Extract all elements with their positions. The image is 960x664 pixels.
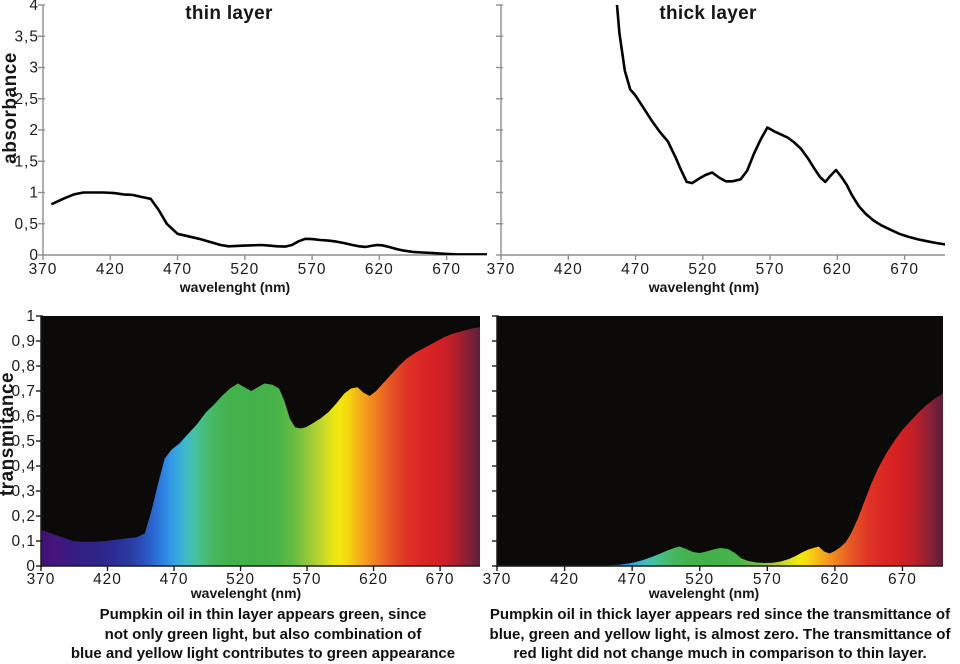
thick-layer-title: thick layer	[659, 3, 757, 24]
y-tick-label: 0,8	[11, 358, 36, 375]
caption-line: not only green light, but also combinati…	[104, 625, 422, 643]
y-tick-label: 2,5	[14, 91, 39, 108]
x-tick-label: 570	[293, 571, 322, 588]
transmittance-thick-plot: 370 420 470 520 570 620 670	[483, 315, 943, 588]
x-tick-label: 670	[432, 261, 461, 278]
x-tick-label: 570	[756, 261, 785, 278]
y-tick-label: 0,9	[11, 333, 36, 350]
x-tick-label: 670	[890, 261, 919, 278]
x-tick-label: 670	[888, 571, 917, 588]
y-tick-label: 0,6	[11, 408, 36, 425]
x-tick-label: 420	[550, 571, 579, 588]
thick-layer-caption: Pumpkin oil in thick layer appears red s…	[481, 605, 959, 664]
axis-lines	[500, 5, 945, 256]
caption-line: Pumpkin oil in thin layer appears green,…	[99, 606, 427, 623]
caption-line: red light did not change much in compari…	[513, 645, 927, 662]
y-tick-label: 4	[29, 0, 39, 14]
y-tick-label: 3	[29, 60, 39, 77]
spectrum-area	[497, 393, 943, 566]
x-tick-label: 670	[426, 571, 455, 588]
absorbance-thick-plot: 370 420 470 520 570 620 670	[487, 4, 945, 278]
x-axis-label-tr-thick: wavelenght (nm)	[648, 585, 760, 601]
x-tick-label: 620	[823, 261, 852, 278]
y-tick-label: 0,5	[14, 216, 39, 233]
x-tick-label: 470	[163, 261, 192, 278]
y-tick-label: 1	[29, 185, 39, 202]
x-axis-label-abs-thick: wavelenght (nm)	[648, 279, 760, 295]
caption-line: blue and yellow light contributes to gre…	[70, 645, 456, 662]
x-axis-label-abs-thin: wavelenght (nm)	[179, 279, 291, 295]
y-tick-label: 0,4	[11, 458, 36, 475]
axis-lines	[42, 5, 487, 256]
x-tick-label: 520	[685, 571, 714, 588]
y-tick-label: 0,5	[11, 433, 36, 450]
absorbance-curve	[615, 5, 945, 246]
y-tick-label: 0,7	[11, 383, 36, 400]
x-tick-label: 520	[226, 571, 255, 588]
x-tick-label: 570	[753, 571, 782, 588]
transmittance-thin-plot: 0 0,1 0,2 0,3 0,4 0,5 0,6 0,7 0,8 0,9 1 370 420 470 52…	[11, 308, 480, 588]
x-tick-label: 470	[618, 571, 647, 588]
x-tick-label: 420	[96, 261, 125, 278]
y-tick-label: 0,3	[11, 483, 36, 500]
absorbance-thin-plot: 0 0,5 1 1,5 2 2,5 3 3,5 4 370 420 470 520 570 620 670	[14, 0, 487, 278]
x-tick-label: 370	[29, 261, 58, 278]
y-tick-label: 1,5	[14, 153, 39, 170]
spectrum-area	[41, 327, 480, 566]
absorbance-curve	[51, 191, 487, 255]
x-tick-label: 520	[230, 261, 259, 278]
y-tick-label: 0	[26, 558, 36, 575]
x-tick-label: 620	[359, 571, 388, 588]
x-tick-label: 620	[820, 571, 849, 588]
y-tick-label: 1	[26, 308, 36, 325]
x-tick-label: 370	[487, 261, 516, 278]
x-tick-label: 470	[621, 261, 650, 278]
y-tick-label: 0	[29, 247, 39, 264]
x-tick-label: 520	[688, 261, 717, 278]
thin-layer-title: thin layer	[185, 3, 273, 24]
x-axis-label-tr-thin: wavelenght (nm)	[190, 585, 302, 601]
y-tick-label: 3,5	[14, 28, 39, 45]
x-tick-label: 620	[365, 261, 394, 278]
x-tick-label: 370	[483, 571, 512, 588]
y-tick-label: 0,1	[11, 533, 36, 550]
x-tick-label: 470	[160, 571, 189, 588]
caption-line: Pumpkin oil in thick layer appears red s…	[489, 606, 951, 623]
x-tick-label: 370	[27, 571, 56, 588]
thin-layer-caption: Pumpkin oil in thin layer appears green,…	[23, 605, 503, 664]
x-tick-label: 420	[554, 261, 583, 278]
x-tick-label: 420	[93, 571, 122, 588]
caption-line: blue, green and yellow light, is almost …	[489, 625, 951, 643]
y-tick-label: 0,2	[11, 508, 36, 525]
y-tick-label: 2	[29, 122, 39, 139]
x-tick-label: 570	[298, 261, 327, 278]
